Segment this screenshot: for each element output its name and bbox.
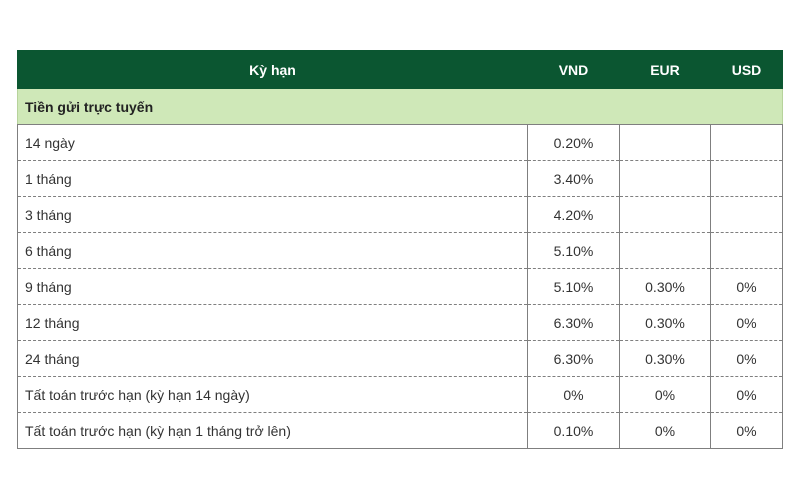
table-row: 24 tháng 6.30% 0.30% 0% xyxy=(17,340,783,377)
header-eur: EUR xyxy=(619,50,711,89)
cell-term: 3 tháng xyxy=(17,196,528,233)
table-row: 9 tháng 5.10% 0.30% 0% xyxy=(17,268,783,305)
table-header: Kỳ hạn VND EUR USD xyxy=(17,50,783,89)
cell-term: 14 ngày xyxy=(17,124,528,161)
cell-usd xyxy=(710,124,783,161)
cell-usd xyxy=(710,160,783,197)
cell-vnd: 3.40% xyxy=(527,160,620,197)
cell-usd: 0% xyxy=(710,340,783,377)
cell-vnd: 0.20% xyxy=(527,124,620,161)
table-row: Tất toán trước hạn (kỳ hạn 1 tháng trở l… xyxy=(17,412,783,449)
cell-vnd: 5.10% xyxy=(527,232,620,269)
header-vnd: VND xyxy=(527,50,620,89)
section-title: Tiền gửi trực tuyến xyxy=(17,88,783,125)
cell-term: 6 tháng xyxy=(17,232,528,269)
cell-vnd: 6.30% xyxy=(527,340,620,377)
table-row: Tất toán trước hạn (kỳ hạn 14 ngày) 0% 0% 0… xyxy=(17,376,783,413)
table-row: 3 tháng 4.20% xyxy=(17,196,783,233)
cell-usd: 0% xyxy=(710,376,783,413)
cell-usd: 0% xyxy=(710,304,783,341)
cell-eur: 0.30% xyxy=(619,340,711,377)
cell-vnd: 4.20% xyxy=(527,196,620,233)
cell-eur: 0.30% xyxy=(619,304,711,341)
cell-usd: 0% xyxy=(710,268,783,305)
cell-usd xyxy=(710,196,783,233)
cell-term: Tất toán trước hạn (kỳ hạn 14 ngày) xyxy=(17,376,528,413)
table-row: 14 ngày 0.20% xyxy=(17,124,783,161)
table-row: 6 tháng 5.10% xyxy=(17,232,783,269)
cell-vnd: 0% xyxy=(527,376,620,413)
cell-vnd: 5.10% xyxy=(527,268,620,305)
cell-term: 24 tháng xyxy=(17,340,528,377)
cell-eur: 0% xyxy=(619,412,711,449)
header-usd: USD xyxy=(710,50,783,89)
table-body: Tiền gửi trực tuyến 14 ngày 0.20% 1 tháng 3… xyxy=(17,88,783,449)
cell-usd xyxy=(710,232,783,269)
cell-term: 1 tháng xyxy=(17,160,528,197)
table-row: 12 tháng 6.30% 0.30% 0% xyxy=(17,304,783,341)
cell-eur: 0.30% xyxy=(619,268,711,305)
section-row: Tiền gửi trực tuyến xyxy=(17,88,783,125)
interest-rate-table: Kỳ hạn VND EUR USD Tiền gửi trực tuyến 1… xyxy=(17,50,783,449)
header-row: Kỳ hạn VND EUR USD xyxy=(17,50,783,89)
header-term: Kỳ hạn xyxy=(17,50,528,89)
cell-eur: 0% xyxy=(619,376,711,413)
cell-term: Tất toán trước hạn (kỳ hạn 1 tháng trở l… xyxy=(17,412,528,449)
cell-eur xyxy=(619,160,711,197)
cell-vnd: 6.30% xyxy=(527,304,620,341)
cell-usd: 0% xyxy=(710,412,783,449)
cell-eur xyxy=(619,124,711,161)
cell-term: 12 tháng xyxy=(17,304,528,341)
cell-term: 9 tháng xyxy=(17,268,528,305)
cell-eur xyxy=(619,196,711,233)
cell-eur xyxy=(619,232,711,269)
table-row: 1 tháng 3.40% xyxy=(17,160,783,197)
cell-vnd: 0.10% xyxy=(527,412,620,449)
